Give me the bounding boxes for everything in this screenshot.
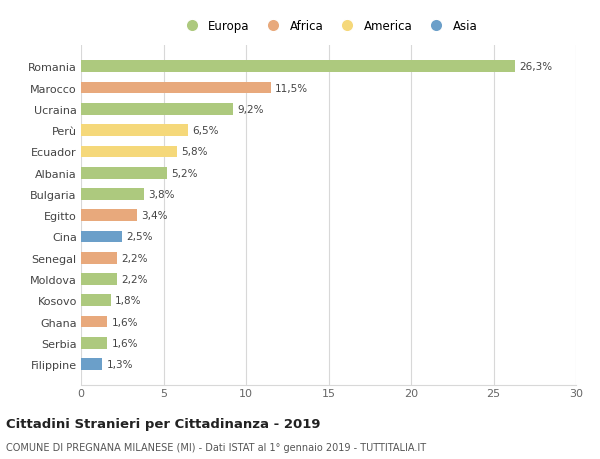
- Bar: [81, 316, 107, 328]
- Text: COMUNE DI PREGNANA MILANESE (MI) - Dati ISTAT al 1° gennaio 2019 - TUTTITALIA.IT: COMUNE DI PREGNANA MILANESE (MI) - Dati …: [6, 442, 426, 452]
- Legend: Europa, Africa, America, Asia: Europa, Africa, America, Asia: [178, 18, 479, 35]
- Bar: [81, 358, 103, 370]
- Bar: [81, 168, 167, 179]
- Bar: [81, 146, 176, 158]
- Bar: [81, 252, 118, 264]
- Text: Cittadini Stranieri per Cittadinanza - 2019: Cittadini Stranieri per Cittadinanza - 2…: [6, 417, 320, 430]
- Bar: [81, 231, 122, 243]
- Bar: [81, 125, 188, 137]
- Text: 2,2%: 2,2%: [121, 253, 148, 263]
- Bar: [81, 337, 107, 349]
- Text: 6,5%: 6,5%: [193, 126, 219, 136]
- Text: 1,3%: 1,3%: [107, 359, 133, 369]
- Bar: [81, 104, 233, 116]
- Bar: [81, 62, 515, 73]
- Text: 26,3%: 26,3%: [519, 62, 552, 72]
- Text: 9,2%: 9,2%: [237, 105, 263, 115]
- Text: 5,8%: 5,8%: [181, 147, 208, 157]
- Text: 1,8%: 1,8%: [115, 296, 142, 306]
- Text: 1,6%: 1,6%: [112, 338, 138, 348]
- Text: 3,8%: 3,8%: [148, 190, 175, 200]
- Bar: [81, 83, 271, 94]
- Text: 2,2%: 2,2%: [121, 274, 148, 285]
- Bar: [81, 210, 137, 222]
- Text: 11,5%: 11,5%: [275, 84, 308, 93]
- Bar: [81, 274, 118, 285]
- Text: 3,4%: 3,4%: [141, 211, 168, 221]
- Bar: [81, 295, 111, 307]
- Bar: [81, 189, 144, 200]
- Text: 2,5%: 2,5%: [127, 232, 153, 242]
- Text: 5,2%: 5,2%: [171, 168, 197, 178]
- Text: 1,6%: 1,6%: [112, 317, 138, 327]
